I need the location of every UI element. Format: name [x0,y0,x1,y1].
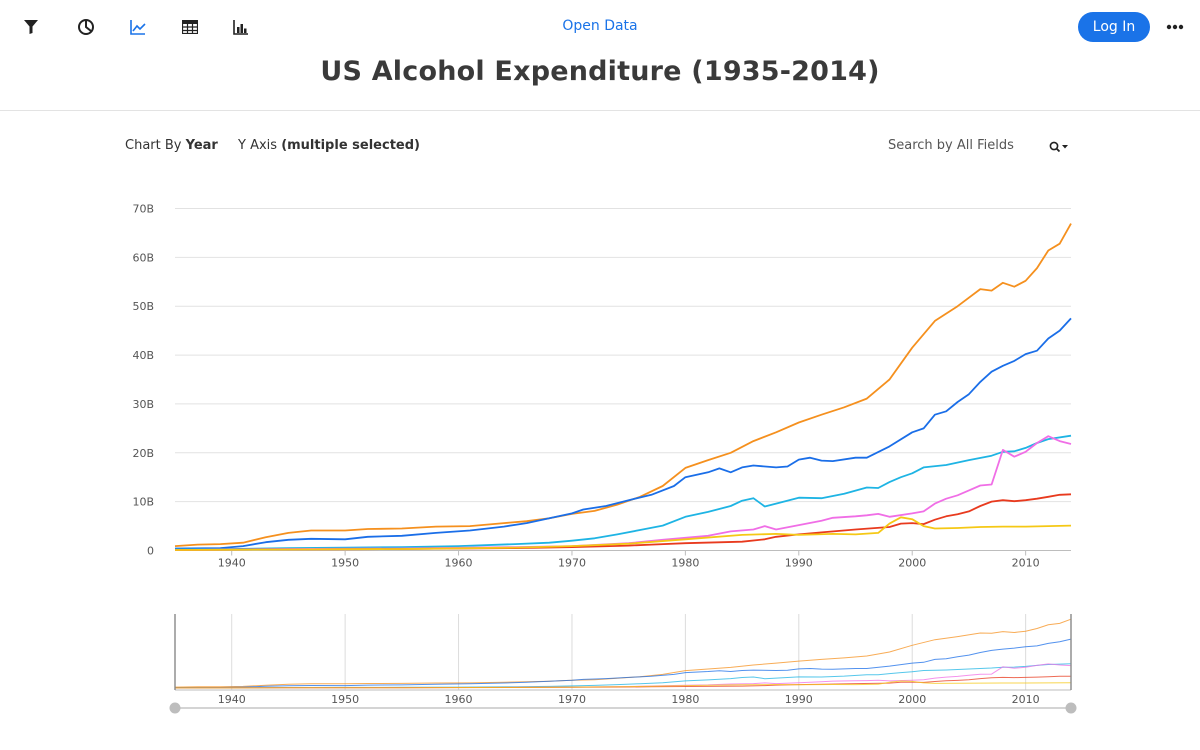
navigator-series-3 [174,663,1072,689]
table-icon[interactable] [177,14,203,40]
navigator-tick-label: 1940 [218,693,246,706]
x-axis-ticks: 1940 1950 1960 1970 1980 1990 2000 2010 [218,550,1040,570]
search-input[interactable]: Search by All Fields [888,138,1014,153]
chart-series [174,223,1072,551]
x-tick-label: 1970 [558,557,586,570]
navigator-right-handle[interactable] [1065,702,1077,714]
navigator-tick-label: 1950 [331,693,359,706]
y-tick-label: 50B [132,300,154,313]
navigator-tick-label: 1990 [785,693,813,706]
chart-by-value: Year [185,138,218,153]
navigator-tick-label: 1970 [558,693,586,706]
chart-grid [175,208,1071,551]
series-line-1 [174,223,1072,547]
navigator-tick-label: 2010 [1012,693,1040,706]
y-tick-label: 10B [132,496,154,509]
navigator-background [175,614,1071,690]
x-tick-label: 2010 [1012,557,1040,570]
y-axis-selector[interactable]: Y Axis (multiple selected) [238,138,420,153]
series-line-6 [174,516,1072,551]
more-options-icon[interactable] [1162,14,1188,40]
pie-chart-icon[interactable] [73,14,99,40]
chart-by-selector[interactable]: Chart By Year [125,138,218,153]
filter-icon[interactable] [18,14,44,40]
y-axis-ticks: 0 10B 20B 30B 40B 50B 60B 70B [132,203,154,558]
navigator-tick-label: 1980 [671,693,699,706]
navigator-series-1 [174,618,1072,688]
page-title: US Alcohol Expenditure (1935-2014) [320,56,880,87]
navigator-tick-label: 1960 [445,693,473,706]
y-axis-prefix: Y Axis [238,138,278,153]
search-icon[interactable] [1046,138,1072,156]
open-data-wrap: Open Data [0,18,1200,34]
x-tick-label: 2000 [898,557,926,570]
open-data-link[interactable]: Open Data [562,18,638,34]
y-axis-value: (multiple selected) [281,138,420,153]
x-tick-label: 1940 [218,557,246,570]
navigator-tick-label: 2000 [898,693,926,706]
login-button[interactable]: Log In [1078,12,1150,42]
range-navigator[interactable]: 1940 1950 1960 1970 1980 1990 2000 2010 [169,614,1077,714]
series-line-2 [174,317,1072,550]
navigator-series-6 [174,680,1072,689]
y-tick-label: 20B [132,447,154,460]
line-chart-icon[interactable] [125,14,151,40]
y-tick-label: 40B [132,349,154,362]
y-tick-label: 0 [147,545,154,558]
y-tick-label: 60B [132,251,154,264]
top-bar: Open Data Log In US Alcohol Expenditure … [0,0,1200,111]
series-line-3 [174,434,1072,551]
x-tick-label: 1990 [785,557,813,570]
series-line-5 [174,493,1072,551]
x-tick-label: 1980 [671,557,699,570]
bar-chart-icon[interactable] [228,14,254,40]
x-tick-label: 1950 [331,557,359,570]
y-tick-label: 70B [132,203,154,216]
series-line-4 [174,435,1072,551]
y-tick-label: 30B [132,398,154,411]
navigator-left-handle[interactable] [169,702,181,714]
navigator-series-2 [174,638,1072,689]
x-tick-label: 1960 [445,557,473,570]
chart-by-prefix: Chart By [125,138,182,153]
